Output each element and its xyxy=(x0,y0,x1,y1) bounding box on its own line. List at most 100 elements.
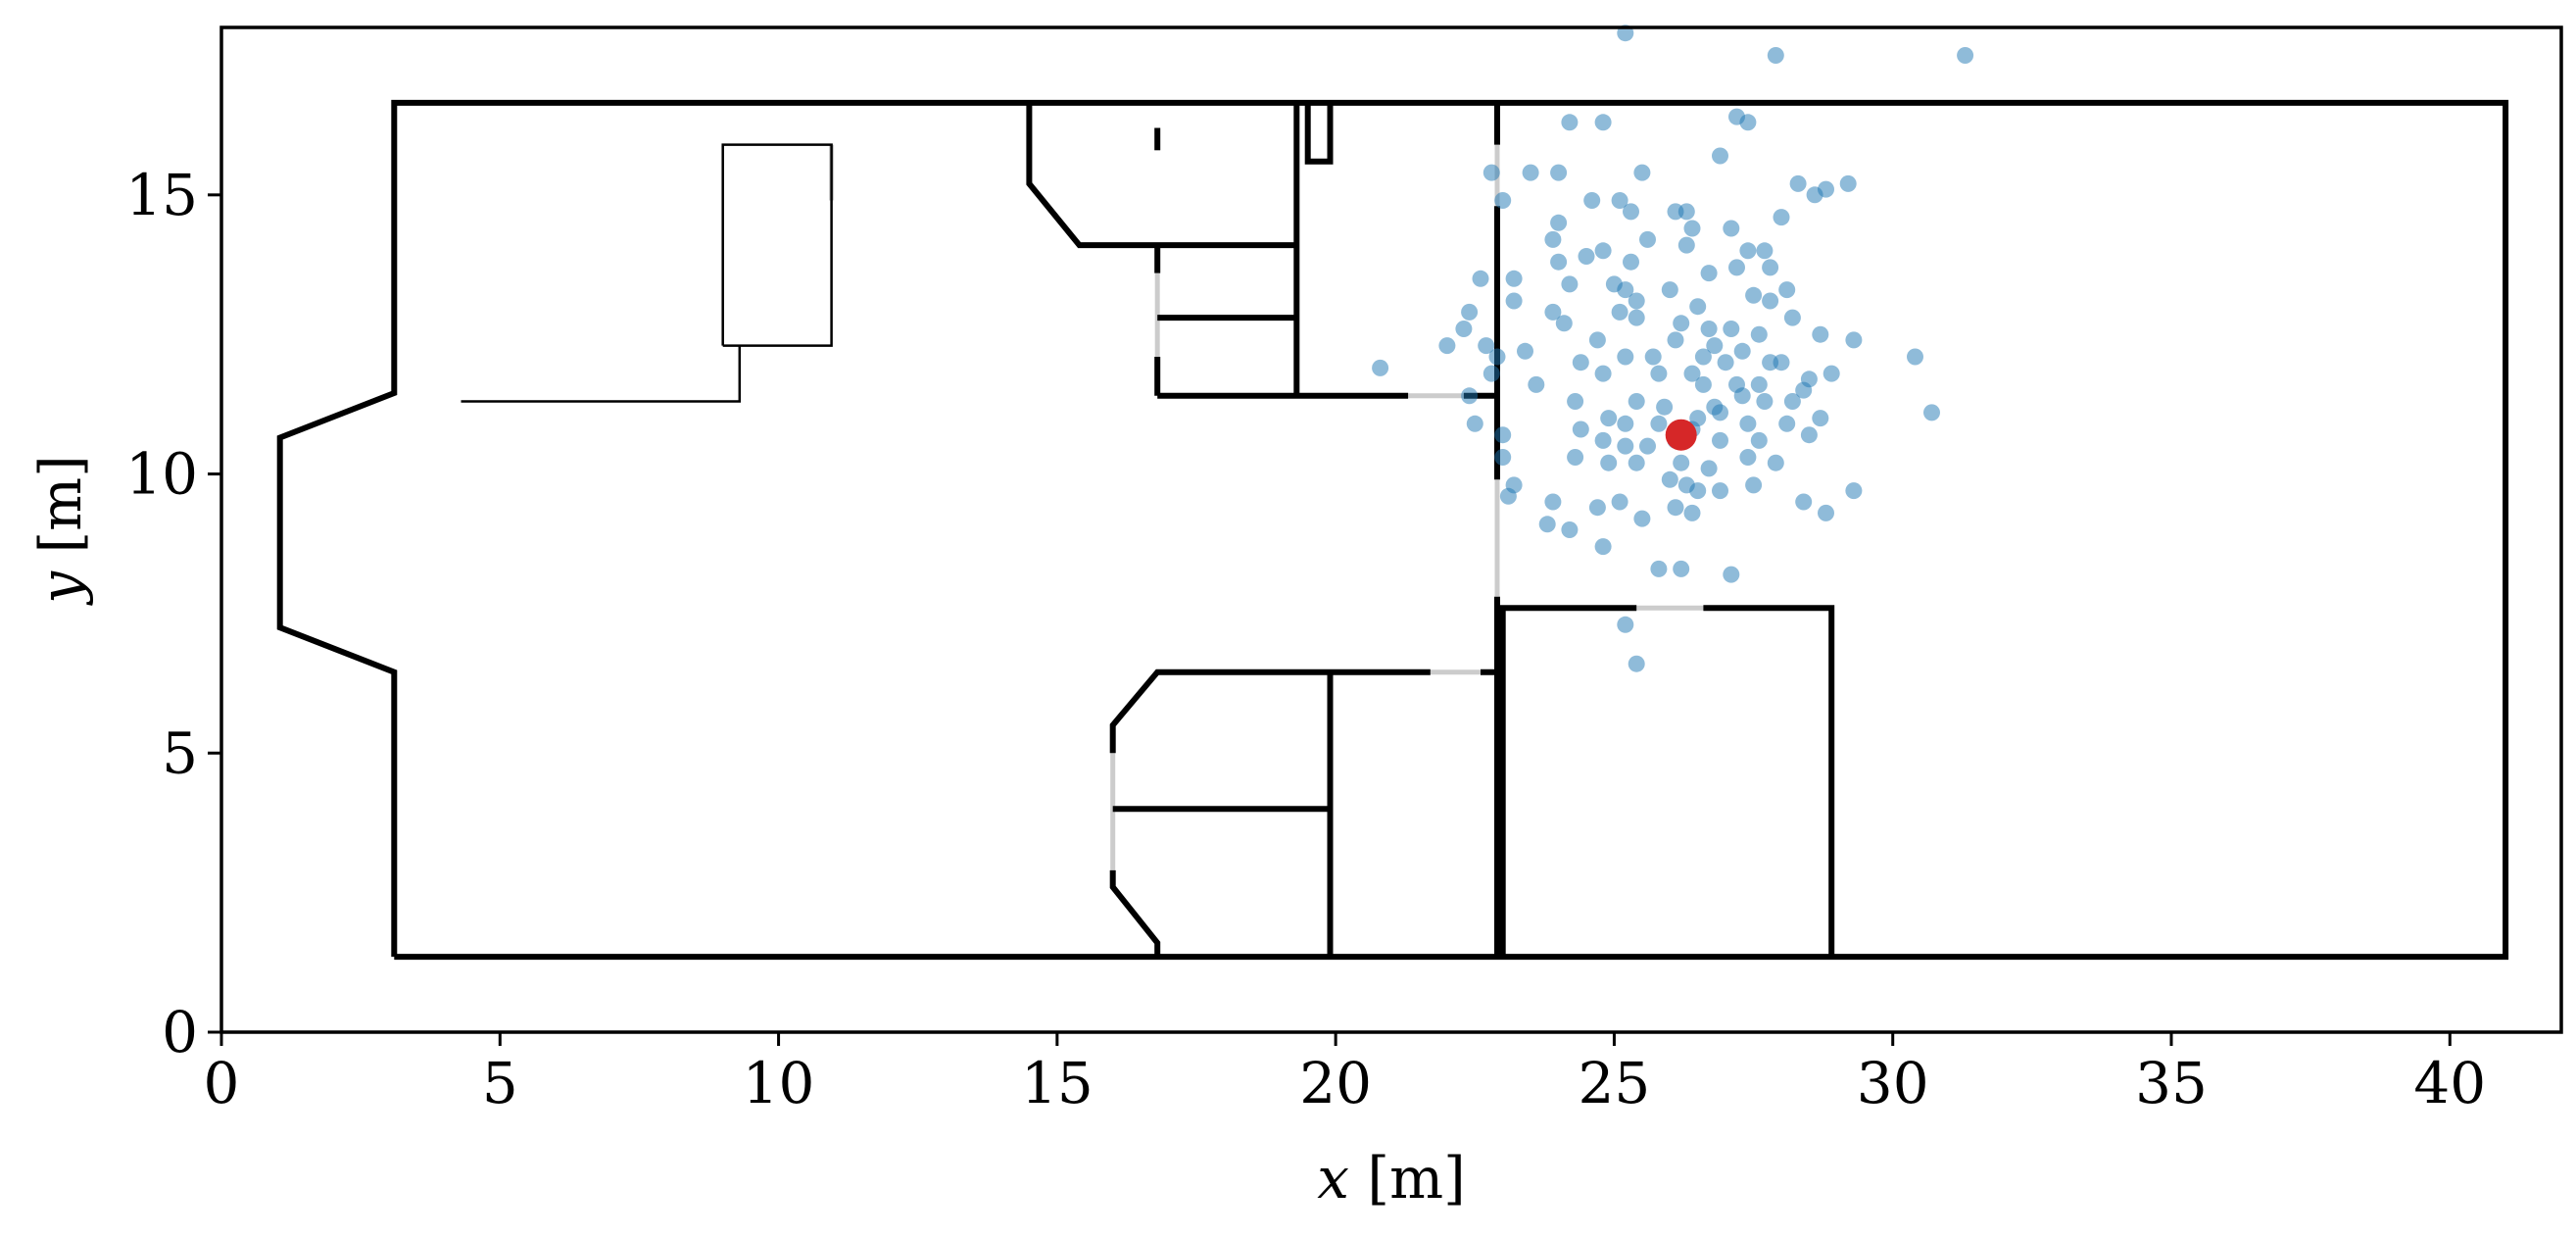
particle-point xyxy=(1739,114,1757,131)
furniture-outline xyxy=(461,345,742,403)
particle-point xyxy=(1555,315,1573,332)
particle-point xyxy=(1522,164,1539,181)
particle-point xyxy=(1739,449,1757,466)
particle-point xyxy=(1667,499,1684,517)
particle-point xyxy=(1628,309,1645,326)
particle-point xyxy=(1700,321,1718,337)
particle-point xyxy=(1818,180,1834,198)
particle-point xyxy=(1550,253,1568,271)
particle-point xyxy=(1438,337,1456,355)
particle-point xyxy=(1600,410,1618,427)
particle-point xyxy=(1623,203,1639,221)
particle-point xyxy=(1611,192,1628,209)
x-tick-label: 25 xyxy=(1579,1050,1651,1116)
particle-point xyxy=(1617,415,1634,432)
particle-point xyxy=(1656,398,1674,416)
particle-point xyxy=(1482,164,1500,181)
particle-point xyxy=(1756,393,1774,410)
particle-point xyxy=(1594,114,1612,131)
particle-point xyxy=(1455,321,1473,337)
particle-point xyxy=(1650,365,1668,382)
particle-point xyxy=(1639,230,1656,248)
particle-point xyxy=(1673,315,1690,332)
particle-point xyxy=(1488,348,1506,366)
particle-point xyxy=(1767,454,1784,471)
particle-point xyxy=(1561,521,1579,538)
x-tick-label: 15 xyxy=(1021,1050,1094,1116)
particle-point xyxy=(1499,487,1517,505)
particle-point xyxy=(1767,47,1784,64)
particle-point xyxy=(1478,337,1495,355)
particle-point xyxy=(1561,114,1579,131)
particle-point xyxy=(1572,354,1589,371)
y-axis-label: y [m] xyxy=(27,455,94,606)
particle-point xyxy=(1633,164,1651,181)
particle-point xyxy=(1588,499,1606,517)
particle-point xyxy=(1723,566,1740,583)
particle-point xyxy=(1644,348,1662,366)
wall-line xyxy=(276,99,2509,961)
y-tick-label: 15 xyxy=(125,162,198,228)
particle-point xyxy=(1839,174,1857,192)
particle-point xyxy=(1538,516,1556,533)
x-tick-label: 0 xyxy=(204,1050,240,1116)
particle-point xyxy=(1783,393,1801,410)
particle-point xyxy=(1750,375,1768,393)
particle-point xyxy=(1739,415,1757,432)
wall-line xyxy=(1026,102,1297,249)
particle-point xyxy=(1795,493,1813,511)
y-tick-label: 5 xyxy=(162,719,198,786)
particle-point xyxy=(1689,298,1707,316)
particle-point xyxy=(1567,449,1584,466)
particle-point xyxy=(1494,192,1512,209)
particle-point xyxy=(1572,421,1589,438)
particle-point xyxy=(1600,454,1618,471)
particle-point xyxy=(1611,303,1628,321)
particle-point xyxy=(1667,331,1684,349)
particle-point xyxy=(1723,220,1740,237)
particle-point xyxy=(1677,236,1695,254)
particle-point xyxy=(1773,209,1790,226)
particle-point xyxy=(1812,325,1829,343)
particle-point xyxy=(1472,270,1489,287)
particle-point xyxy=(1466,415,1483,432)
particle-point xyxy=(1661,281,1678,299)
particle-point xyxy=(1706,337,1724,355)
particle-point xyxy=(1617,437,1634,455)
particle-point xyxy=(1673,454,1690,471)
particle-point xyxy=(1683,504,1701,521)
x-tick-label: 5 xyxy=(482,1050,518,1116)
particle-point xyxy=(1628,454,1645,471)
particle-point xyxy=(1372,359,1389,376)
particle-point xyxy=(1717,354,1734,371)
particle-point xyxy=(1733,387,1751,405)
particle-point xyxy=(1712,482,1728,500)
particle-point xyxy=(1907,348,1923,366)
particle-point xyxy=(1750,325,1768,343)
particle-point xyxy=(1795,381,1813,399)
x-tick-label: 35 xyxy=(2135,1050,2208,1116)
particle-point xyxy=(1712,431,1728,449)
particle-point xyxy=(1588,331,1606,349)
x-tick-label: 10 xyxy=(743,1050,815,1116)
particle-point xyxy=(1957,47,1974,64)
x-tick-label: 40 xyxy=(2413,1050,2486,1116)
axes-frame xyxy=(219,25,2563,1034)
x-tick-label: 20 xyxy=(1299,1050,1372,1116)
particle-point xyxy=(1677,203,1695,221)
particle-point xyxy=(1505,270,1523,287)
particle-point xyxy=(1762,259,1779,276)
particle-point xyxy=(1750,431,1768,449)
particle-point xyxy=(1461,387,1479,405)
y-axis: 0 5 10 15 xyxy=(125,162,221,1065)
particle-point xyxy=(1683,220,1701,237)
particle-point xyxy=(1544,493,1562,511)
wall-line xyxy=(1499,605,1637,958)
particle-point xyxy=(1639,437,1656,455)
position-estimate-point xyxy=(1665,419,1697,451)
particle-point xyxy=(1845,482,1863,500)
particle-point xyxy=(1461,303,1479,321)
particle-point xyxy=(1623,253,1639,271)
particle-point xyxy=(1778,415,1796,432)
particle-point xyxy=(1544,303,1562,321)
